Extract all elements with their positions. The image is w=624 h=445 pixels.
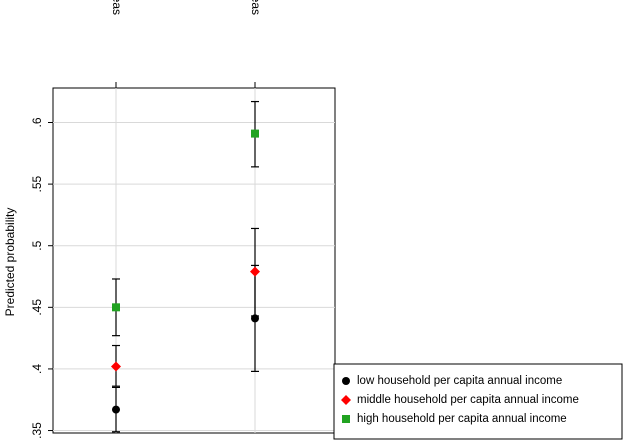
data-point-diamond bbox=[250, 266, 260, 277]
category-label: Rural areas bbox=[110, 0, 124, 15]
legend-label: high household per capita annual income bbox=[357, 413, 567, 425]
y-tick-label: .45 bbox=[30, 299, 44, 316]
y-axis-label: Predicted probability bbox=[3, 208, 17, 317]
plot-frame bbox=[52, 87, 336, 434]
plot-area bbox=[52, 87, 336, 434]
data-point-square bbox=[251, 129, 259, 138]
legend-marker-square bbox=[342, 415, 350, 423]
data-marks bbox=[111, 100, 260, 433]
y-tick-label: .5 bbox=[30, 240, 44, 250]
data-point-circle bbox=[112, 405, 120, 414]
legend-marker-diamond bbox=[341, 395, 351, 405]
legend-label: low household per capita annual income bbox=[357, 375, 562, 387]
y-tick-label: .35 bbox=[30, 422, 44, 439]
category-label: Urban areas bbox=[249, 0, 263, 15]
legend-items: low household per capita annual income mi… bbox=[341, 375, 579, 425]
data-point-square bbox=[112, 303, 120, 312]
horizontal-gridlines bbox=[53, 122, 335, 432]
legend-label: middle household per capita annual incom… bbox=[357, 394, 579, 406]
y-tick-label: .55 bbox=[30, 175, 44, 192]
y-axis: .35 .4 .45 .5 .55 .6 bbox=[30, 117, 53, 439]
y-tick-label: .6 bbox=[30, 117, 44, 127]
y-tick-label: .4 bbox=[30, 364, 44, 374]
legend-box bbox=[333, 363, 623, 440]
legend: low household per capita annual income mi… bbox=[333, 363, 623, 440]
data-point-diamond bbox=[111, 361, 121, 372]
x-axis-top: Rural areas Urban areas bbox=[110, 0, 263, 88]
data-point-circle bbox=[251, 314, 259, 323]
legend-marker-circle bbox=[342, 377, 350, 385]
